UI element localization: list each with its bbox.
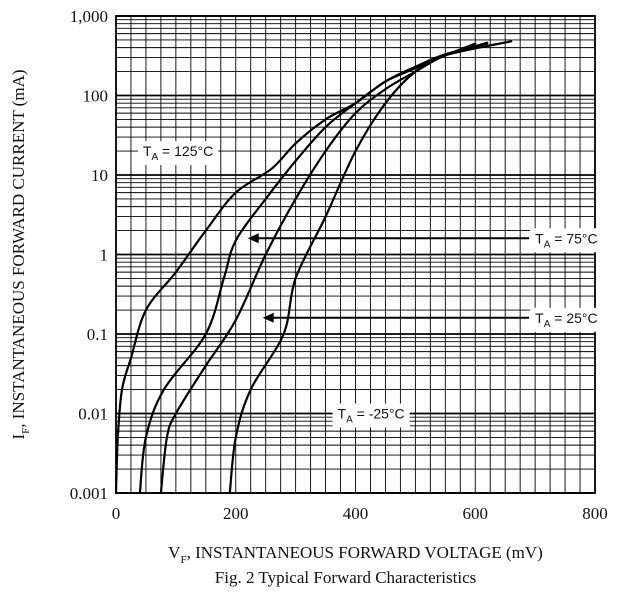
y-axis-label-main: I xyxy=(9,434,28,440)
series-label-bg xyxy=(332,403,410,428)
series-label-main: T xyxy=(535,310,544,326)
y-tick-label: 100 xyxy=(83,87,109,106)
series-line xyxy=(138,42,489,495)
series-label-bg xyxy=(530,228,603,253)
series-label-sub: A xyxy=(346,415,353,426)
series-label-text: TA = 125°C xyxy=(143,143,213,163)
x-tick-label: 200 xyxy=(223,504,249,523)
series-label-rest: = 75°C xyxy=(550,230,597,246)
y-axis-label: IF, INSTANTANEOUS FORWARD CURRENT (mA) xyxy=(9,69,32,439)
series-label-text: TA = 75°C xyxy=(535,230,597,250)
y-tick-label: 10 xyxy=(91,166,108,185)
axis-labels: VF, INSTANTANEOUS FORWARD VOLTAGE (mV)IF… xyxy=(9,69,543,587)
figure-caption: Fig. 2 Typical Forward Characteristics xyxy=(215,568,476,587)
x-tick-label: 400 xyxy=(343,504,369,523)
series-label: TA = 75°C xyxy=(530,228,603,253)
y-axis-label-sub: F xyxy=(20,428,32,434)
y-tick-label: 1,000 xyxy=(70,7,108,26)
series-label-sub: A xyxy=(544,319,551,330)
x-tick-label: 0 xyxy=(112,504,121,523)
y-tick-label: 0.1 xyxy=(87,325,108,344)
x-axis-label-main: V xyxy=(168,543,181,562)
x-axis-label-rest: , INSTANTANEOUS FORWARD VOLTAGE (mV) xyxy=(187,543,543,562)
series-lines xyxy=(114,40,513,495)
x-tick-label: 800 xyxy=(582,504,608,523)
annotations: TA = 125°CTA = 75°CTA = 25°CTA = -25°C xyxy=(137,141,603,428)
series-label-main: T xyxy=(535,230,544,246)
series-label: TA = -25°C xyxy=(332,403,410,428)
x-tick-label: 600 xyxy=(463,504,489,523)
y-axis-label-rest: , INSTANTANEOUS FORWARD CURRENT (mA) xyxy=(9,69,28,427)
series-label-rest: = 25°C xyxy=(550,310,597,326)
series-label-arrowhead xyxy=(247,233,259,244)
series-label-text: TA = -25°C xyxy=(338,406,405,426)
series-label-sub: A xyxy=(544,239,551,250)
y-tick-label: 0.01 xyxy=(78,405,108,424)
series-label-rest: = 125°C xyxy=(158,143,213,159)
series-label-text: TA = 25°C xyxy=(535,310,597,330)
x-axis-label: VF, INSTANTANEOUS FORWARD VOLTAGE (mV) xyxy=(168,543,543,566)
series-label-rest: = -25°C xyxy=(353,406,405,422)
series-label-bg xyxy=(530,307,603,332)
y-tick-label: 1 xyxy=(100,246,109,265)
x-axis-label-sub: F xyxy=(180,554,186,566)
series-label-main: T xyxy=(338,406,347,422)
series-label: TA = 125°C xyxy=(137,141,219,166)
series-label-arrowhead xyxy=(262,312,274,323)
series-label-bg xyxy=(137,141,219,166)
plot-frame xyxy=(115,15,596,494)
series-label: TA = 25°C xyxy=(530,307,603,332)
series-line xyxy=(228,40,513,495)
series-label-sub: A xyxy=(152,152,159,163)
y-tick-label: 0.001 xyxy=(70,484,108,503)
series-label-main: T xyxy=(143,143,152,159)
